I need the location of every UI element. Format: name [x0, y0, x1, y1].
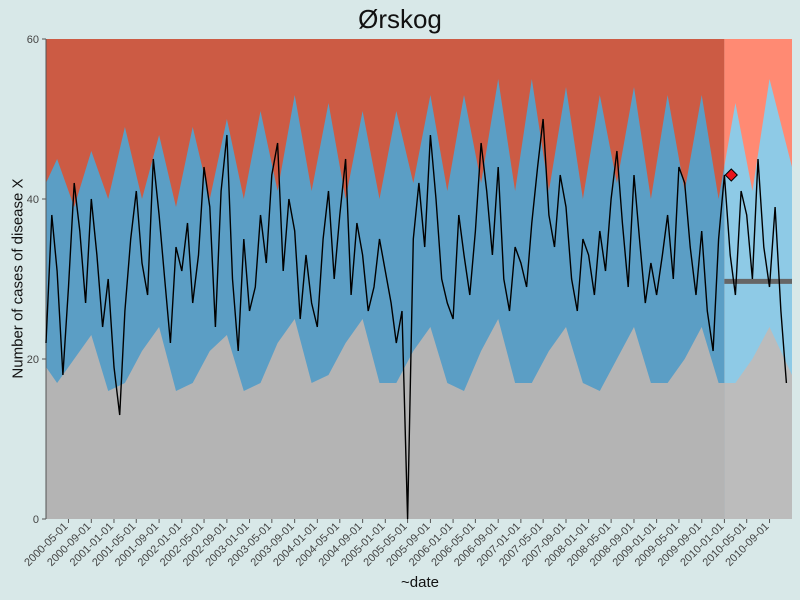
low-zone-forecast	[724, 327, 792, 519]
y-tick-label: 60	[27, 34, 39, 46]
chart-title: Ørskog	[358, 4, 442, 34]
y-tick-label: 20	[27, 354, 39, 366]
y-tick-label: 0	[33, 514, 39, 526]
y-tick-label: 40	[27, 194, 39, 206]
low-zone-baseline	[46, 319, 725, 519]
cases-line	[45, 118, 788, 520]
outbreak-point	[724, 168, 738, 182]
x-axis-label: ~date	[401, 574, 439, 591]
